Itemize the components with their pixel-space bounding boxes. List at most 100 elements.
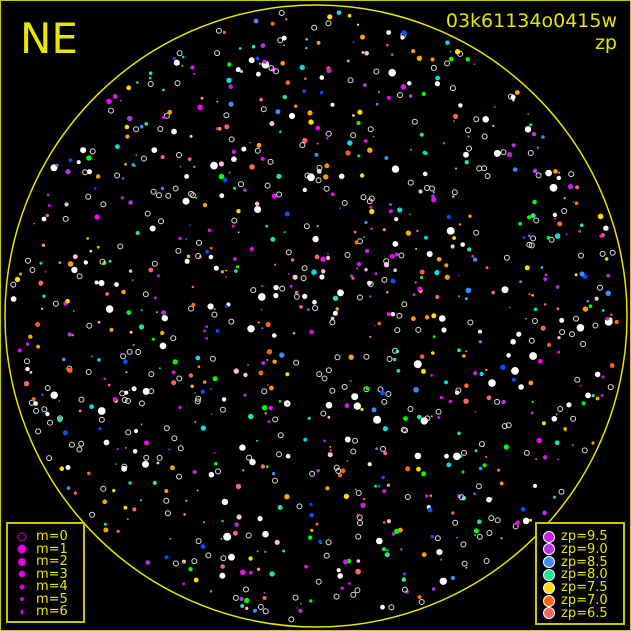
star-marker — [109, 327, 114, 332]
star-marker — [352, 114, 355, 117]
star-marker — [343, 559, 349, 565]
star-marker — [436, 549, 443, 556]
star-marker — [434, 535, 441, 542]
star-marker — [429, 185, 436, 192]
star-marker — [424, 185, 430, 191]
star-marker — [76, 160, 81, 165]
star-marker — [605, 290, 611, 297]
star-marker — [513, 167, 518, 172]
star-marker — [400, 84, 407, 90]
star-marker — [277, 505, 283, 510]
star-marker — [420, 417, 428, 425]
magnitude-legend-label: m=1 — [36, 541, 68, 557]
star-marker — [191, 558, 198, 565]
star-marker — [347, 140, 353, 146]
star-marker — [312, 305, 319, 312]
magnitude-legend-item: m=4 — [8, 580, 83, 593]
star-marker — [131, 279, 134, 282]
mode-label: zp — [594, 32, 617, 54]
star-marker — [98, 280, 105, 286]
star-marker — [25, 257, 31, 264]
star-marker — [383, 258, 390, 265]
star-marker — [424, 235, 428, 240]
star-marker — [393, 528, 400, 535]
star-marker — [231, 224, 235, 228]
star-marker — [224, 124, 230, 130]
star-marker — [86, 169, 92, 175]
star-marker — [588, 304, 593, 309]
star-marker — [382, 228, 386, 232]
star-marker — [527, 113, 529, 115]
star-marker — [380, 604, 385, 610]
star-marker — [100, 485, 107, 492]
star-marker — [33, 407, 40, 414]
star-marker — [33, 222, 35, 225]
star-marker — [273, 284, 279, 291]
star-marker — [422, 171, 428, 177]
star-marker — [232, 530, 238, 536]
star-marker — [157, 274, 160, 278]
magnitude-marker-icon — [20, 597, 24, 601]
star-marker — [364, 51, 370, 56]
star-marker — [259, 97, 263, 102]
star-marker — [519, 280, 523, 284]
star-marker — [279, 352, 285, 358]
star-marker — [464, 383, 469, 389]
star-marker — [189, 134, 193, 138]
star-marker — [179, 165, 182, 168]
star-marker — [524, 126, 532, 133]
zp-marker-icon — [543, 568, 555, 581]
star-marker — [419, 269, 425, 275]
star-marker — [439, 395, 443, 400]
star-marker — [278, 400, 282, 403]
star-marker — [307, 173, 315, 182]
star-marker — [238, 181, 244, 188]
star-marker — [420, 275, 424, 280]
star-marker — [558, 488, 565, 495]
star-marker — [390, 278, 396, 284]
star-marker — [190, 65, 195, 70]
star-marker — [386, 95, 391, 100]
star-marker — [430, 374, 434, 377]
star-marker — [33, 401, 38, 406]
star-marker — [193, 72, 196, 75]
star-marker — [227, 62, 232, 67]
star-marker — [436, 257, 442, 262]
star-marker — [579, 384, 582, 387]
star-marker — [270, 236, 276, 242]
star-marker — [127, 115, 133, 122]
star-marker — [461, 560, 468, 567]
star-marker — [58, 400, 61, 402]
star-marker — [248, 413, 254, 420]
star-marker — [194, 392, 196, 394]
magnitude-marker-icon — [20, 609, 24, 614]
zp-legend-item: zp=9.5 — [537, 530, 623, 543]
star-marker — [444, 263, 449, 268]
star-marker — [215, 127, 219, 131]
star-marker — [160, 186, 165, 191]
star-marker — [579, 271, 585, 277]
star-marker — [240, 604, 245, 608]
star-marker — [35, 322, 41, 327]
star-marker — [210, 413, 213, 415]
star-marker — [554, 233, 561, 239]
magnitude-legend-label: m=4 — [36, 579, 68, 594]
star-marker — [307, 416, 311, 420]
star-marker — [28, 334, 33, 339]
star-marker — [534, 170, 537, 173]
star-marker — [133, 126, 140, 133]
star-marker — [332, 295, 339, 301]
star-marker — [381, 398, 388, 405]
star-marker — [176, 473, 182, 480]
star-marker — [250, 287, 257, 294]
star-marker — [367, 147, 373, 153]
magnitude-legend-item: m=5 — [8, 593, 83, 606]
star-marker — [380, 390, 385, 396]
star-marker — [129, 330, 133, 334]
star-marker — [103, 522, 107, 526]
star-marker — [65, 465, 71, 470]
star-marker — [326, 253, 329, 256]
star-marker — [228, 171, 231, 174]
star-marker — [390, 312, 396, 317]
star-marker — [400, 426, 407, 433]
